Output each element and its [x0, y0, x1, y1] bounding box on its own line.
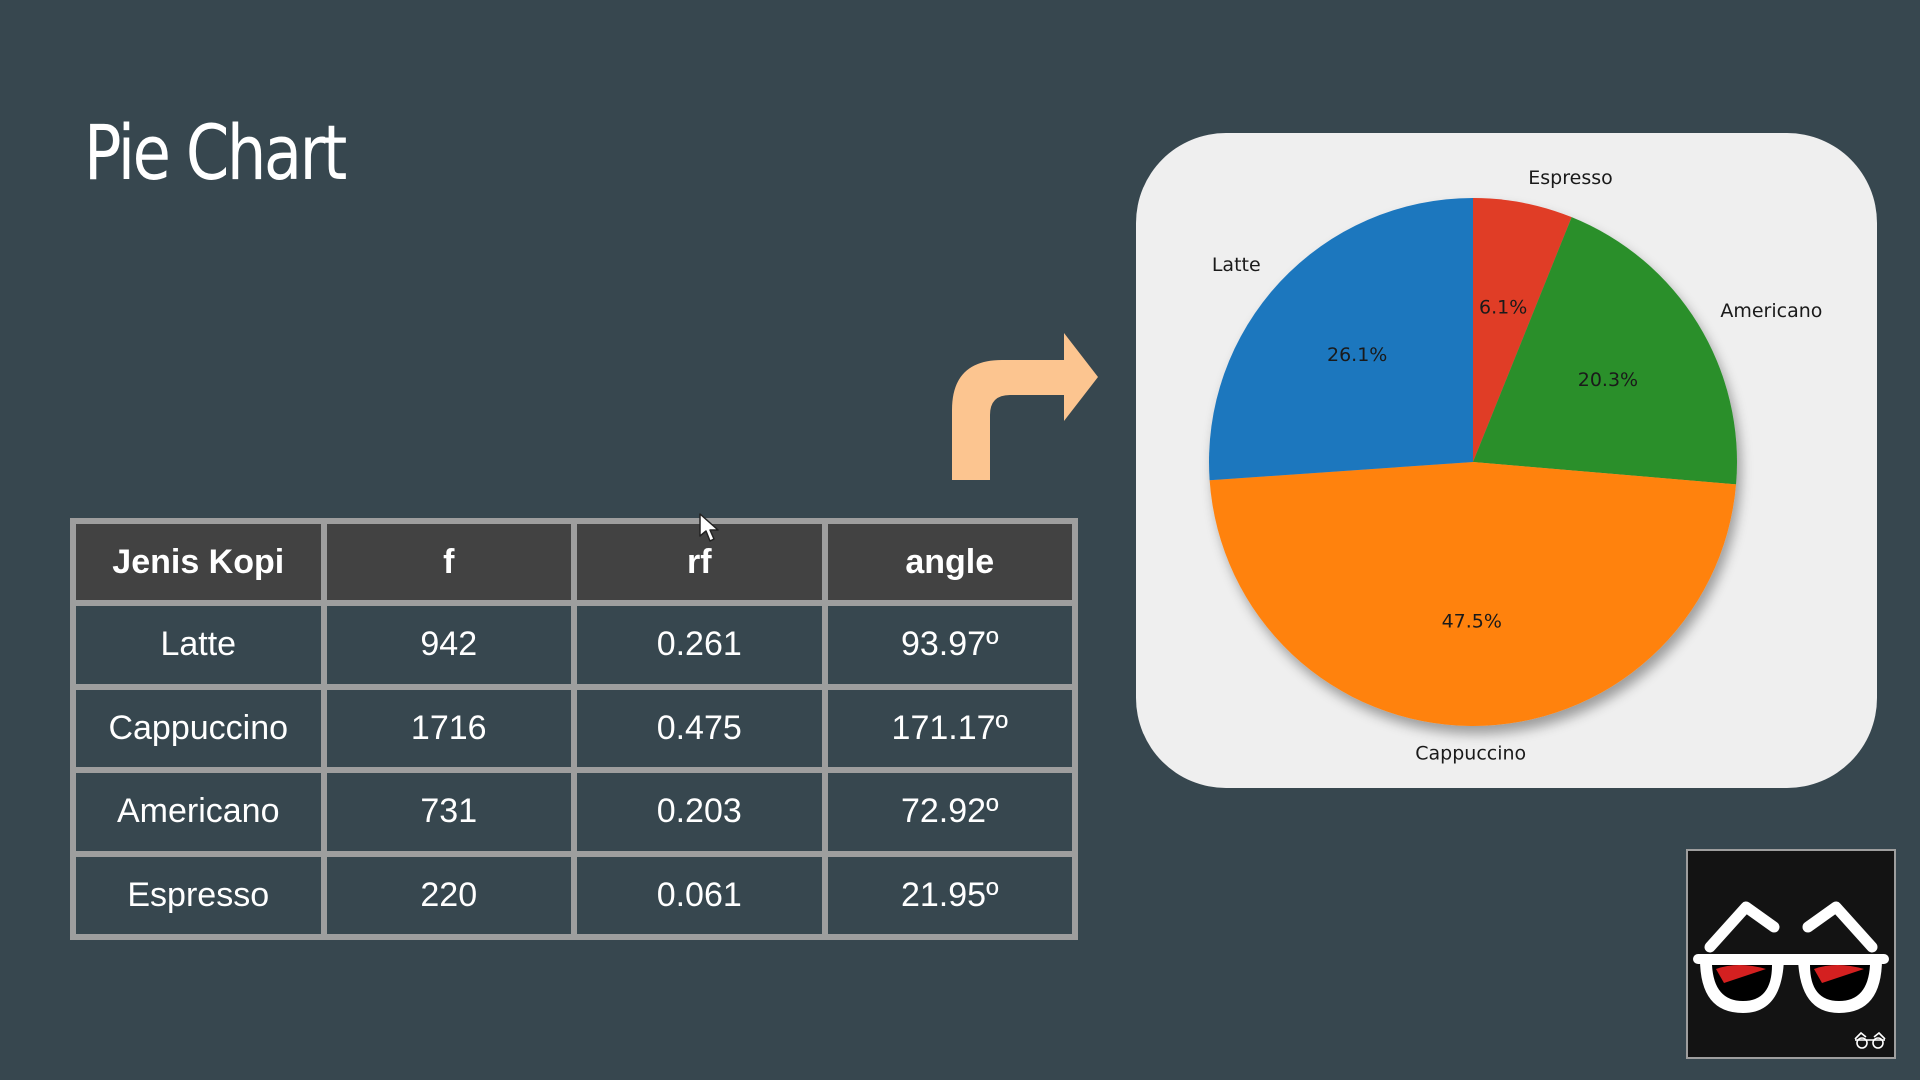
glasses-mascot-icon: [1686, 849, 1896, 1059]
table-header-row: Jenis Kopi f rf angle: [76, 524, 1072, 600]
table-cell: 0.261: [577, 606, 822, 684]
pie-pct-label: 6.1%: [1479, 296, 1527, 318]
pie-slice-latte: [1209, 198, 1473, 481]
table-cell: 93.97º: [827, 606, 1072, 684]
header-cell: angle: [827, 524, 1072, 600]
turn-right-arrow-icon: [952, 333, 1098, 480]
table-cell: Espresso: [76, 856, 321, 934]
pie-pct-label: 26.1%: [1327, 344, 1387, 366]
header-cell: rf: [577, 524, 822, 600]
pie-pct-label: 47.5%: [1442, 610, 1502, 632]
frequency-table: Jenis Kopi f rf angle Latte 942 0.261 93…: [70, 518, 1078, 940]
pie-pct-label: 20.3%: [1578, 369, 1638, 391]
pie-chart-card: 6.1% Espresso 20.3% Americano 47.5% Cappuccin…: [1136, 133, 1877, 788]
table-row: Cappuccino 1716 0.475 171.17º: [76, 689, 1072, 767]
glasses-small-icon: [1852, 1029, 1888, 1051]
header-cell: f: [326, 524, 571, 600]
header-cell: Jenis Kopi: [76, 524, 321, 600]
table-row: Latte 942 0.261 93.97º: [76, 606, 1072, 684]
table-row: Espresso 220 0.061 21.95º: [76, 856, 1072, 934]
pie-slice-americano: [1473, 217, 1737, 485]
table-cell: Latte: [76, 606, 321, 684]
table-cell: 220: [326, 856, 571, 934]
pie-category-label: Cappuccino: [1415, 742, 1526, 764]
table-cell: 72.92º: [827, 773, 1072, 851]
table-cell: 0.203: [577, 773, 822, 851]
table-cell: Americano: [76, 773, 321, 851]
pie-chart: 6.1% Espresso 20.3% Americano 47.5% Cappuccin…: [1209, 167, 1822, 764]
pie-category-label: Americano: [1720, 300, 1822, 322]
pie-category-label: Espresso: [1528, 167, 1612, 189]
table-cell: 731: [326, 773, 571, 851]
table-cell: 942: [326, 606, 571, 684]
pie-category-label: Latte: [1212, 254, 1261, 276]
table-cell: Cappuccino: [76, 689, 321, 767]
table-cell: 21.95º: [827, 856, 1072, 934]
pie-slice-cappuccino: [1209, 462, 1737, 727]
mouse-pointer-icon: [699, 513, 719, 542]
table-cell: 0.061: [577, 856, 822, 934]
table-cell: 0.475: [577, 689, 822, 767]
table-row: Americano 731 0.203 72.92º: [76, 773, 1072, 851]
table-cell: 171.17º: [827, 689, 1072, 767]
table-cell: 1716: [326, 689, 571, 767]
slide-title: Pie Chart: [84, 108, 347, 197]
pie-slice-espresso: [1473, 198, 1572, 462]
